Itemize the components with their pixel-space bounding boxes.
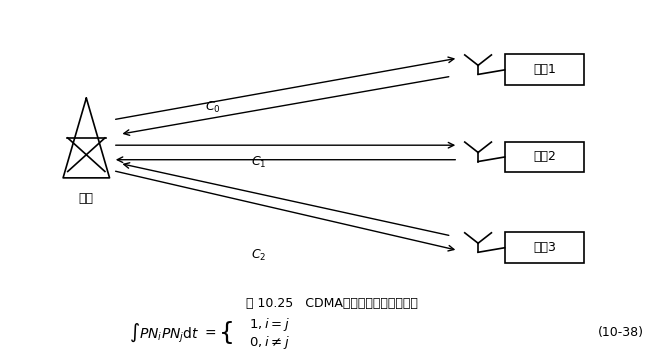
Text: $C_1$: $C_1$ [251, 155, 267, 170]
Text: $\{$: $\{$ [218, 319, 232, 346]
Text: $1, i = j$: $1, i = j$ [249, 316, 290, 333]
FancyBboxPatch shape [505, 142, 584, 172]
Text: $=$: $=$ [202, 325, 216, 339]
Text: 用户3: 用户3 [533, 241, 556, 254]
Text: 系统: 系统 [79, 192, 94, 205]
Text: 用户1: 用户1 [533, 64, 556, 76]
Text: $0, i \neq j$: $0, i \neq j$ [249, 334, 290, 351]
FancyBboxPatch shape [505, 54, 584, 85]
Text: (10-38): (10-38) [598, 326, 644, 339]
Text: $C_2$: $C_2$ [251, 248, 267, 264]
Text: 用户2: 用户2 [533, 151, 556, 163]
Text: $C_0$: $C_0$ [205, 99, 220, 115]
Text: 图 10.25   CDMA通信系统的工作示意图: 图 10.25 CDMA通信系统的工作示意图 [246, 297, 418, 310]
FancyBboxPatch shape [505, 232, 584, 263]
Text: $\int PN_iPN_j\mathrm{d}t$: $\int PN_iPN_j\mathrm{d}t$ [129, 321, 199, 343]
